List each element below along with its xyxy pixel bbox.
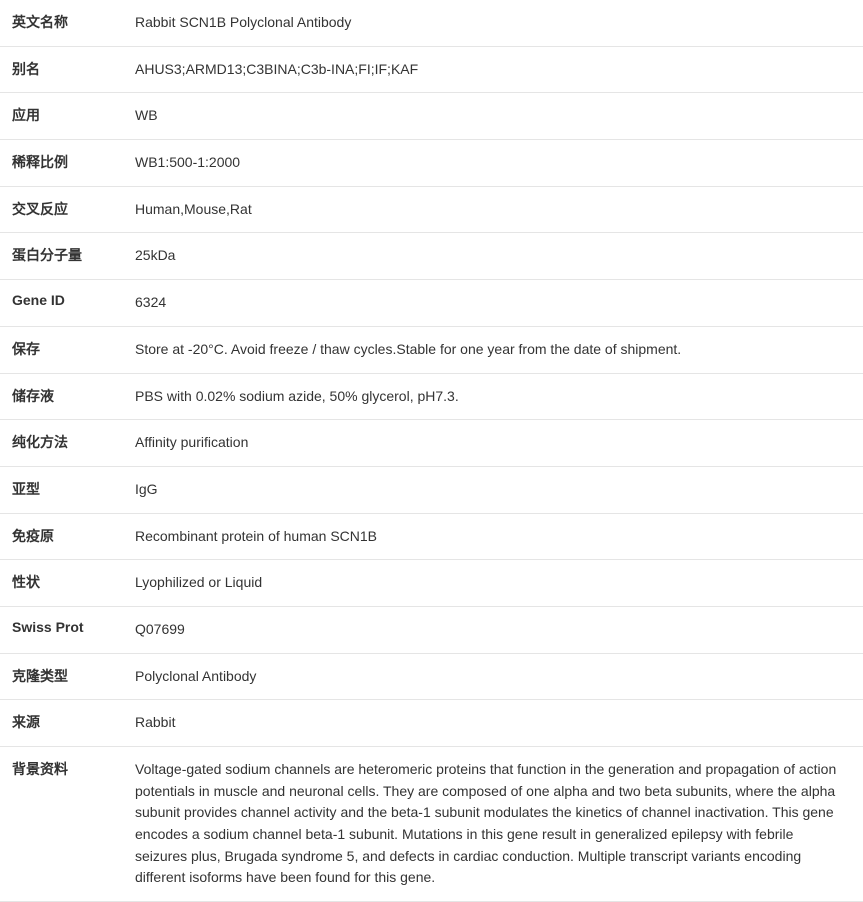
row-value: Polyclonal Antibody bbox=[130, 653, 863, 700]
table-row: 别名 AHUS3;ARMD13;C3BINA;C3b-INA;FI;IF;KAF bbox=[0, 46, 863, 93]
row-value: Rabbit SCN1B Polyclonal Antibody bbox=[130, 0, 863, 46]
table-row: 性状 Lyophilized or Liquid bbox=[0, 560, 863, 607]
spec-table: 英文名称 Rabbit SCN1B Polyclonal Antibody 别名… bbox=[0, 0, 863, 902]
spec-table-body: 英文名称 Rabbit SCN1B Polyclonal Antibody 别名… bbox=[0, 0, 863, 902]
row-label: 来源 bbox=[0, 700, 130, 747]
table-row: 免疫原 Recombinant protein of human SCN1B bbox=[0, 513, 863, 560]
row-value: PBS with 0.02% sodium azide, 50% glycero… bbox=[130, 373, 863, 420]
row-label: 英文名称 bbox=[0, 0, 130, 46]
table-row: 应用 WB bbox=[0, 93, 863, 140]
row-label: Gene ID bbox=[0, 280, 130, 327]
row-label: 性状 bbox=[0, 560, 130, 607]
row-value: IgG bbox=[130, 466, 863, 513]
row-label: 纯化方法 bbox=[0, 420, 130, 467]
row-value: Rabbit bbox=[130, 700, 863, 747]
row-value: Affinity purification bbox=[130, 420, 863, 467]
row-value: WB bbox=[130, 93, 863, 140]
table-row: 蛋白分子量 25kDa bbox=[0, 233, 863, 280]
row-label: 蛋白分子量 bbox=[0, 233, 130, 280]
row-label: 应用 bbox=[0, 93, 130, 140]
row-value: 25kDa bbox=[130, 233, 863, 280]
row-value: Q07699 bbox=[130, 606, 863, 653]
table-row: 英文名称 Rabbit SCN1B Polyclonal Antibody bbox=[0, 0, 863, 46]
table-row: 克隆类型 Polyclonal Antibody bbox=[0, 653, 863, 700]
row-label: 背景资料 bbox=[0, 747, 130, 902]
row-label: Swiss Prot bbox=[0, 606, 130, 653]
row-value: Lyophilized or Liquid bbox=[130, 560, 863, 607]
row-value: Human,Mouse,Rat bbox=[130, 186, 863, 233]
table-row: Swiss Prot Q07699 bbox=[0, 606, 863, 653]
table-row: 亚型 IgG bbox=[0, 466, 863, 513]
row-label: 稀释比例 bbox=[0, 140, 130, 187]
row-label: 保存 bbox=[0, 326, 130, 373]
row-value: 6324 bbox=[130, 280, 863, 327]
table-row: 储存液 PBS with 0.02% sodium azide, 50% gly… bbox=[0, 373, 863, 420]
row-value: WB1:500-1:2000 bbox=[130, 140, 863, 187]
table-row: 交叉反应 Human,Mouse,Rat bbox=[0, 186, 863, 233]
table-row: 背景资料 Voltage-gated sodium channels are h… bbox=[0, 747, 863, 902]
row-label: 免疫原 bbox=[0, 513, 130, 560]
row-label: 储存液 bbox=[0, 373, 130, 420]
table-row: 稀释比例 WB1:500-1:2000 bbox=[0, 140, 863, 187]
row-label: 亚型 bbox=[0, 466, 130, 513]
row-label: 别名 bbox=[0, 46, 130, 93]
row-value: Recombinant protein of human SCN1B bbox=[130, 513, 863, 560]
table-row: Gene ID 6324 bbox=[0, 280, 863, 327]
table-row: 纯化方法 Affinity purification bbox=[0, 420, 863, 467]
row-label: 交叉反应 bbox=[0, 186, 130, 233]
row-value: Voltage-gated sodium channels are hetero… bbox=[130, 747, 863, 902]
row-value: Store at -20°C. Avoid freeze / thaw cycl… bbox=[130, 326, 863, 373]
row-value: AHUS3;ARMD13;C3BINA;C3b-INA;FI;IF;KAF bbox=[130, 46, 863, 93]
table-row: 保存 Store at -20°C. Avoid freeze / thaw c… bbox=[0, 326, 863, 373]
row-label: 克隆类型 bbox=[0, 653, 130, 700]
table-row: 来源 Rabbit bbox=[0, 700, 863, 747]
